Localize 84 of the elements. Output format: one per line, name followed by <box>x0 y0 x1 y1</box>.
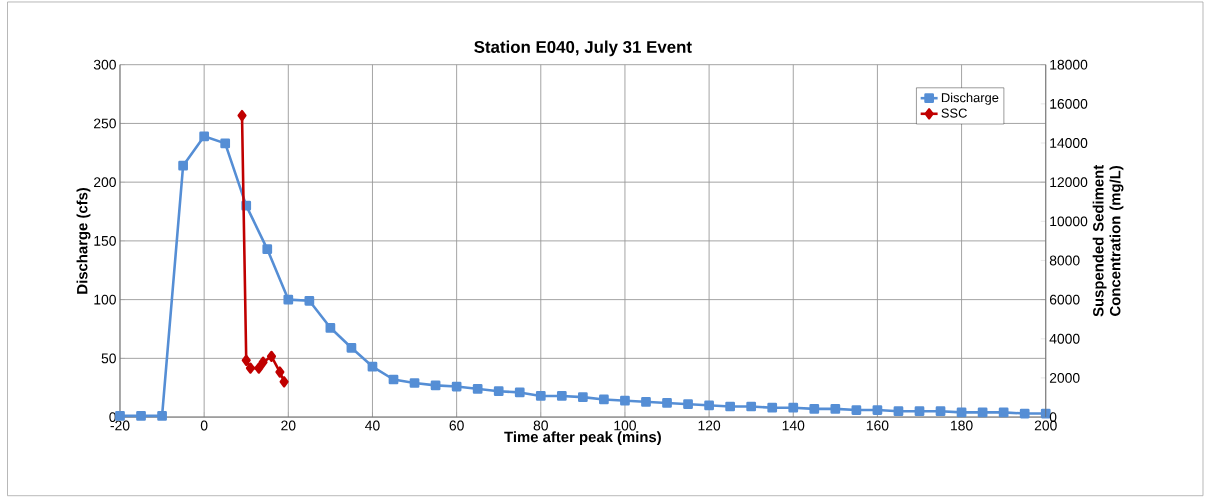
point <box>245 362 255 374</box>
x-tick-label: 200 <box>1034 420 1057 431</box>
point <box>258 356 268 369</box>
point <box>535 391 546 401</box>
chart-title: Station E040, July 31 Event <box>474 40 692 57</box>
point <box>275 366 285 378</box>
y2-tick-label: 16000 <box>1050 99 1088 109</box>
point <box>493 386 504 397</box>
x-tick-label: 0 <box>200 420 208 431</box>
point <box>325 323 336 333</box>
x-tick-label: 140 <box>782 420 805 431</box>
point <box>641 397 651 407</box>
x-axis-title: Time after peak (mins) <box>504 431 661 446</box>
point <box>851 405 862 416</box>
point <box>556 391 567 401</box>
point <box>279 376 289 388</box>
point <box>254 362 264 374</box>
point <box>430 380 441 391</box>
x-tick-label: 80 <box>533 420 548 431</box>
point <box>283 294 294 305</box>
point <box>893 406 904 417</box>
point <box>935 406 946 417</box>
y-tick-label: 150 <box>94 236 116 246</box>
point <box>304 296 315 306</box>
point <box>998 407 1009 418</box>
point <box>157 411 167 421</box>
point <box>809 404 820 414</box>
point <box>872 405 883 416</box>
y2-axis-title: Suspended Sediment Concentration (mg/L) <box>1092 165 1124 317</box>
y2-tick-label: 8000 <box>1049 255 1080 266</box>
point <box>725 401 735 412</box>
y2-tick-label: 2000 <box>1049 373 1080 383</box>
x-tick-label: 160 <box>866 420 889 431</box>
y-tick-label: 200 <box>94 177 116 188</box>
x-tick-label: 180 <box>951 420 973 431</box>
x-tick-label: 120 <box>698 420 721 431</box>
y2-tick-label: 4000 <box>1049 333 1080 344</box>
point <box>388 374 399 385</box>
y-axis-title: Discharge (cfs) <box>76 188 91 294</box>
y-tick-label: 50 <box>101 353 116 364</box>
y-tick-label: 100 <box>94 294 116 305</box>
point <box>956 407 967 418</box>
point <box>1019 408 1030 419</box>
point <box>788 402 799 413</box>
point <box>662 398 672 408</box>
point <box>241 354 251 367</box>
x-tick-label: 60 <box>449 420 464 431</box>
x-tick-label: -20 <box>110 420 130 431</box>
point <box>136 411 146 421</box>
point <box>514 387 525 398</box>
point <box>830 404 841 414</box>
point <box>451 381 462 392</box>
point <box>599 394 609 405</box>
point <box>578 392 588 403</box>
point <box>977 407 988 418</box>
y2-tick-label: 6000 <box>1049 294 1080 305</box>
point <box>220 138 231 149</box>
y2-tick-label: 0 <box>1049 412 1057 423</box>
y-tick-label: 250 <box>94 118 116 129</box>
x-tick-label: 20 <box>281 420 296 431</box>
y-tick-label: 300 <box>93 59 116 70</box>
point <box>704 400 714 411</box>
legend-label: Discharge <box>941 92 999 105</box>
point <box>472 384 483 394</box>
point <box>914 406 925 417</box>
point <box>266 350 277 363</box>
point <box>367 361 378 372</box>
x-tick-label: 100 <box>614 420 636 431</box>
y2-tick-label: 12000 <box>1050 177 1088 188</box>
point <box>178 160 188 171</box>
x-tick-label: 40 <box>365 420 380 431</box>
y2-tick-label: 14000 <box>1050 138 1088 149</box>
y2-tick-label: 10000 <box>1050 216 1088 227</box>
point <box>262 244 273 255</box>
point <box>346 343 357 353</box>
y2-tick-label: 18000 <box>1050 59 1088 70</box>
point <box>746 401 757 412</box>
point <box>620 395 630 406</box>
point <box>199 131 210 142</box>
point <box>237 110 247 122</box>
legend-label: SSC <box>941 108 967 118</box>
point <box>409 378 420 389</box>
point <box>767 402 778 413</box>
point <box>683 399 693 410</box>
